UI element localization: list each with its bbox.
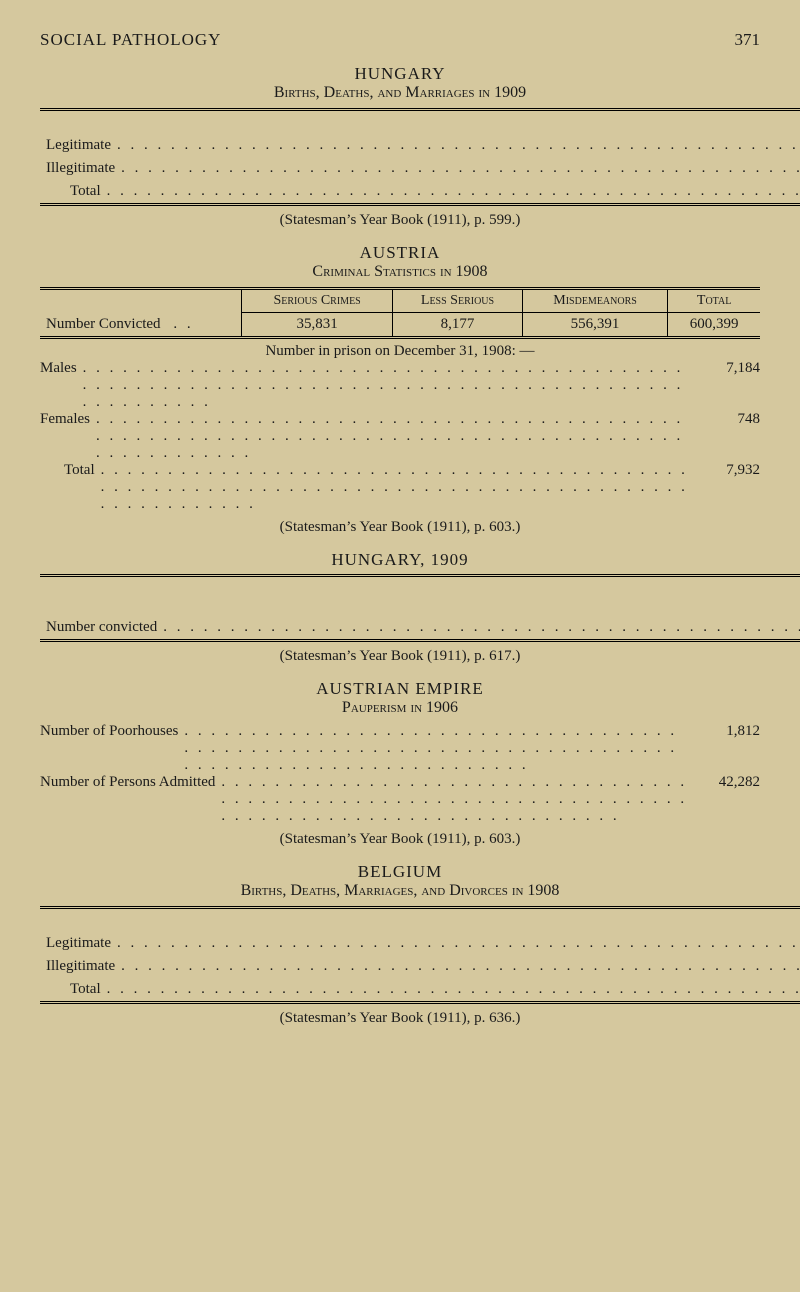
page-header: SOCIAL PATHOLOGY 371 — [40, 30, 760, 50]
table-row: Total. . . . . . . . . . . . . . . . . .… — [40, 180, 800, 205]
country-heading: AUSTRIA — [40, 243, 760, 263]
austria-criminal-stats: AUSTRIA Criminal Statistics in 1908 Seri… — [40, 243, 760, 536]
row-label: Number of Poorhouses — [40, 723, 178, 774]
row-label: Number of Persons Admitted — [40, 774, 215, 825]
list-item: Total. . . . . . . . . . . . . . . . . .… — [40, 462, 760, 513]
citation: (Statesman’s Year Book (1911), p. 617.) — [40, 648, 760, 665]
row-label: Total — [46, 981, 101, 998]
col-header: Total — [668, 289, 760, 313]
table-row: Legitimate. . . . . . . . . . . . . . . … — [40, 932, 800, 956]
hungary-vital-stats: HUNGARY Births, Deaths, and Marriages in… — [40, 64, 760, 229]
belgium-table: Births Deaths Marriages Divorces Legitim… — [40, 906, 800, 1004]
hungary-offenses-table: Serious Offenses Minor Offenses Total Nu… — [40, 574, 800, 642]
table-row: Illegitimate. . . . . . . . . . . . . . … — [40, 955, 800, 978]
row-label: Number convicted — [46, 619, 157, 636]
row-label: Males — [40, 360, 77, 411]
col-header: Less Serious — [393, 289, 523, 313]
col-header: Serious Crimes — [242, 289, 393, 313]
austria-crime-table: Serious Crimes Less Serious Misdemeanors… — [40, 287, 760, 339]
col-header: Misdemeanors — [522, 289, 667, 313]
country-heading: HUNGARY — [40, 64, 760, 84]
cell: 8,177 — [393, 313, 523, 338]
cell: 1,812 — [690, 723, 760, 774]
country-heading: AUSTRIAN EMPIRE — [40, 679, 760, 699]
page-number: 371 — [735, 30, 761, 50]
list-item: Males. . . . . . . . . . . . . . . . . .… — [40, 360, 760, 411]
list-item: Number of Persons Admitted. . . . . . . … — [40, 774, 760, 825]
table-row: Number Convicted . . 35,831 8,177 556,39… — [40, 313, 760, 338]
table-row: Total. . . . . . . . . . . . . . . . . .… — [40, 978, 800, 1003]
table-row: Legitimate. . . . . . . . . . . . . . . … — [40, 134, 800, 158]
austrian-empire-pauperism: AUSTRIAN EMPIRE Pauperism in 1906 Number… — [40, 679, 760, 848]
table-subtitle: Births, Deaths, Marriages, and Divorces … — [40, 882, 760, 900]
cell: 7,184 — [690, 360, 760, 411]
list-item: Females. . . . . . . . . . . . . . . . .… — [40, 411, 760, 462]
cell: 748 — [690, 411, 760, 462]
citation: (Statesman’s Year Book (1911), p. 599.) — [40, 212, 760, 229]
row-label: Legitimate — [46, 935, 111, 952]
row-label: Illegitimate — [46, 958, 115, 975]
row-label: Legitimate — [46, 137, 111, 154]
cell: 556,391 — [522, 313, 667, 338]
list-item: Number of Poorhouses. . . . . . . . . . … — [40, 723, 760, 774]
row-label: Females — [40, 411, 90, 462]
cell: 35,831 — [242, 313, 393, 338]
cell: 42,282 — [690, 774, 760, 825]
row-label: Total — [40, 462, 95, 513]
country-heading: BELGIUM — [40, 862, 760, 882]
table-row: Number convicted. . . . . . . . . . . . … — [40, 616, 800, 641]
table-row: Illegitimate. . . . . . . . . . . . . . … — [40, 157, 800, 180]
prison-caption: Number in prison on December 31, 1908: — — [40, 343, 760, 360]
row-label: Total — [46, 183, 101, 200]
table-subtitle: Births, Deaths, and Marriages in 1909 — [40, 84, 760, 102]
row-label: Number Convicted — [46, 316, 161, 333]
page-title: SOCIAL PATHOLOGY — [40, 30, 221, 50]
cell: 600,399 — [668, 313, 760, 338]
belgium-vital-stats: BELGIUM Births, Deaths, Marriages, and D… — [40, 862, 760, 1027]
cell: 7,932 — [690, 462, 760, 513]
citation: (Statesman’s Year Book (1911), p. 603.) — [40, 831, 760, 848]
table-subtitle: Criminal Statistics in 1908 — [40, 263, 760, 281]
table-subtitle: Pauperism in 1906 — [40, 699, 760, 717]
country-heading: HUNGARY, 1909 — [40, 550, 760, 570]
row-label: Illegitimate — [46, 160, 115, 177]
hungary-offenses: HUNGARY, 1909 Serious Offenses Minor Off… — [40, 550, 760, 665]
hungary-births-table: Births Deaths Marriages Legitimate. . . … — [40, 108, 800, 206]
citation: (Statesman’s Year Book (1911), p. 603.) — [40, 519, 760, 536]
citation: (Statesman’s Year Book (1911), p. 636.) — [40, 1010, 760, 1027]
